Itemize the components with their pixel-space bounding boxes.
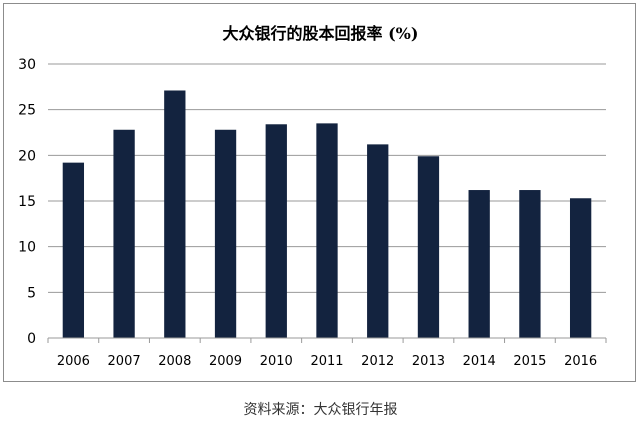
x-tick-label: 2012 [361, 354, 394, 369]
bar-2014 [468, 190, 490, 338]
source-note: 资料来源：大众银行年报 [243, 402, 398, 418]
x-tick-label: 2011 [310, 354, 343, 369]
bar-2016 [569, 198, 592, 338]
x-tick-label: 2010 [260, 354, 293, 369]
x-tick-label: 2008 [158, 354, 191, 369]
bar-2006 [62, 162, 85, 338]
bar-2008 [164, 90, 186, 338]
chart-title: 大众银行的股本回报率 (%) [222, 24, 419, 43]
bars [62, 90, 592, 338]
y-tick-label: 5 [27, 285, 36, 301]
x-tick-label: 2013 [412, 354, 445, 369]
x-tick-label: 2015 [513, 354, 546, 369]
x-tick-label: 2009 [209, 354, 242, 369]
x-tick-label: 2016 [564, 354, 597, 369]
bar-2009 [214, 129, 237, 338]
bar-2015 [519, 190, 541, 338]
x-tick-label: 2006 [57, 354, 90, 369]
bar-2011 [316, 123, 338, 338]
y-tick-label: 10 [18, 240, 36, 256]
y-tick-labels: 0 5 10 15 20 25 30 [18, 57, 36, 347]
y-tick-label: 0 [27, 331, 36, 347]
y-tick-label: 30 [18, 57, 36, 73]
y-tick-label: 25 [18, 103, 36, 119]
x-tick-labels: 2006 2007 2008 2009 2010 2011 2012 2013 2014 2015… [47, 338, 607, 369]
x-tick-label: 2007 [108, 354, 141, 369]
y-tick-label: 15 [18, 194, 36, 210]
bar-2012 [367, 144, 389, 338]
x-tick-label: 2014 [463, 354, 496, 369]
y-tick-label: 20 [18, 148, 36, 164]
bar-2013 [417, 156, 440, 338]
bar-2007 [113, 129, 135, 338]
bar-2010 [265, 124, 287, 338]
